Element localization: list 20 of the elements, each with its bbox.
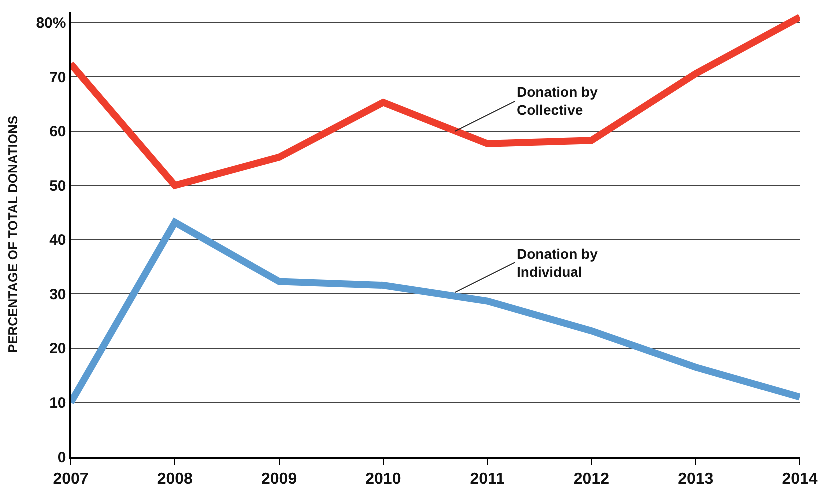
x-tick-label: 2013 bbox=[678, 470, 714, 488]
y-tick-label: 60 bbox=[50, 124, 66, 141]
y-tick-label: 50 bbox=[50, 178, 66, 195]
y-tick-label: 20 bbox=[50, 340, 66, 358]
x-tick-label: 2009 bbox=[261, 470, 298, 488]
y-tick-label: 30 bbox=[50, 286, 66, 304]
x-tick-label: 2008 bbox=[157, 470, 194, 488]
x-tick-label: 2012 bbox=[574, 470, 610, 488]
annotation: Donation by Collective bbox=[517, 84, 598, 118]
y-axis-title: PERCENTAGE OF TOTAL DONATIONS bbox=[6, 116, 21, 354]
y-tick-label: 80% bbox=[36, 15, 66, 32]
x-tick-label: 2014 bbox=[782, 470, 818, 488]
x-tick-label: 2011 bbox=[470, 470, 506, 488]
y-tick-label: 0 bbox=[58, 449, 66, 466]
x-tick-label: 2010 bbox=[366, 470, 402, 488]
y-tick-label: 70 bbox=[50, 69, 66, 86]
annotation: Donation by Individual bbox=[517, 246, 598, 280]
x-tick-label: 2007 bbox=[53, 470, 89, 488]
y-tick-label: 40 bbox=[50, 232, 66, 250]
y-tick-label: 10 bbox=[50, 394, 66, 412]
